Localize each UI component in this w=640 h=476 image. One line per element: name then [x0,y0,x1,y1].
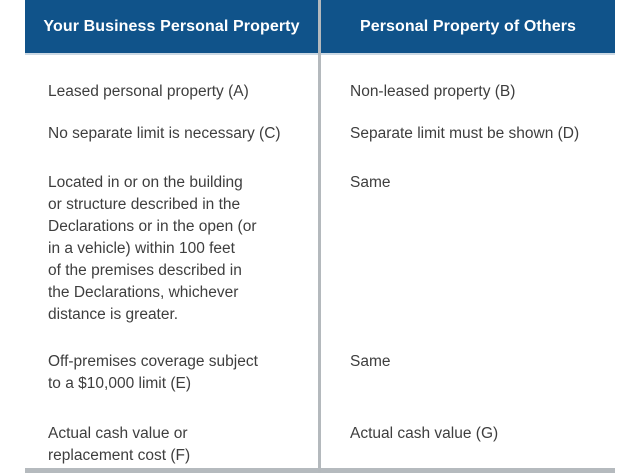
table-cell-left: Actual cash value or replacement cost (F… [48,425,191,464]
table-cell-right: Separate limit must be shown (D) [350,125,580,142]
table-cell-right: Non-leased property (B) [350,83,516,100]
coverage-comparison-table: Your Business Personal Property Personal… [25,0,615,476]
table-row: Off-premises coverage subject to a $10,0… [25,351,615,395]
table-cell-right: Same [350,174,391,191]
column-divider [318,0,321,473]
table-cell-left: Located in or on the building or structu… [48,174,257,323]
table-row: Leased personal property (A) Non-leased … [25,81,615,103]
table-cell-right: Actual cash value (G) [350,425,499,442]
table-cell-left: No separate limit is necessary (C) [48,125,281,142]
table-cell-left: Leased personal property (A) [48,83,249,100]
table-cell-left: Off-premises coverage subject to a $10,0… [48,353,258,392]
header-cell-personal-property-of-others: Personal Property of Others [359,17,577,35]
table-row: Located in or on the building or structu… [25,172,615,326]
table-cell-right: Same [350,353,391,370]
table-row: No separate limit is necessary (C) Separ… [25,123,615,145]
header-cell-your-business-personal-property: Your Business Personal Property [43,17,300,35]
table-row: Actual cash value or replacement cost (F… [25,423,615,467]
